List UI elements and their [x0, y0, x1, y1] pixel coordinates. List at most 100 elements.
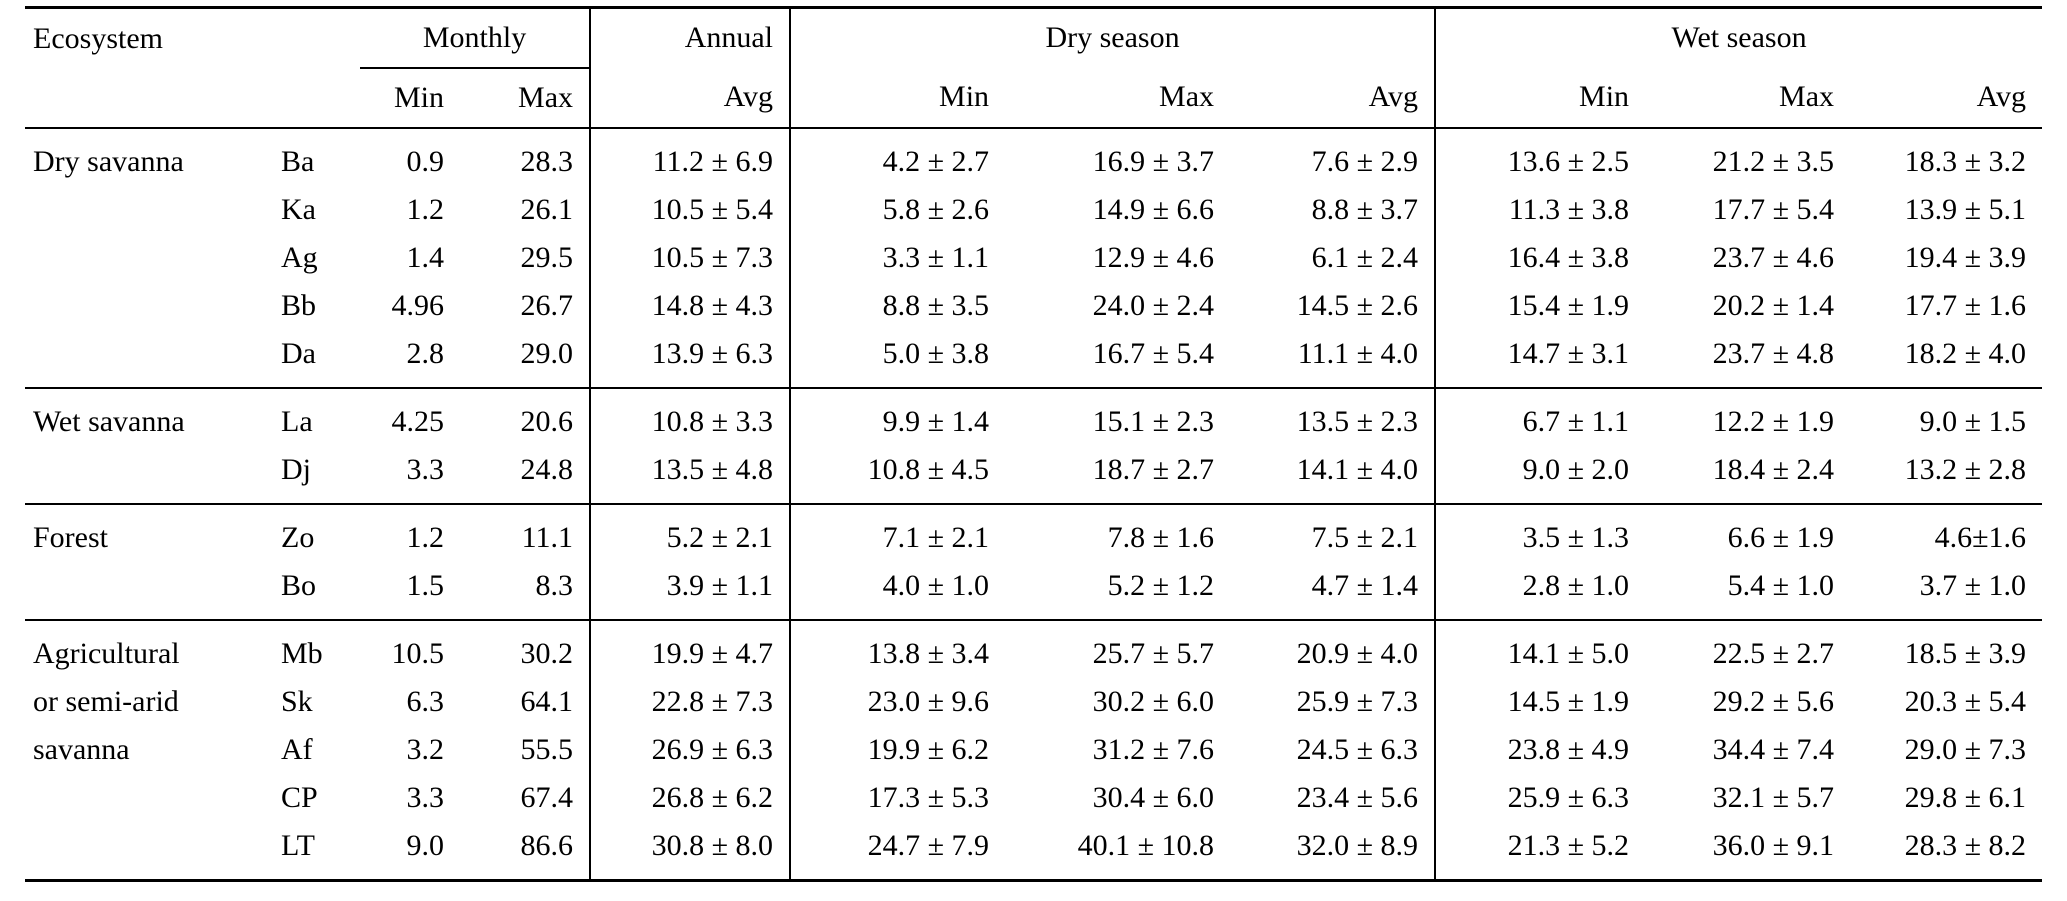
site-code-cell: Zo [281, 520, 315, 554]
value-cell: 4.0 ± 1.0 [882, 568, 990, 602]
value-cell: 23.4 ± 5.6 [1230, 773, 1437, 822]
value-cell: 13.5 ± 2.3 [1230, 387, 1437, 446]
subcol-header-wet-min: Min [1579, 80, 1630, 113]
col-group-dry-season: Dry season [790, 7, 1437, 68]
value-cell: 29.5 [460, 233, 592, 282]
value-cell: 15.1 ± 2.3 [1092, 404, 1215, 438]
value-cell: 21.2 ± 3.5 [1712, 144, 1835, 178]
value-cell: 13.6 ± 2.5 [1507, 144, 1630, 178]
value-cell: 4.96 [391, 288, 445, 322]
subcol-header-annual-avg: Avg [590, 67, 792, 128]
value-cell: 13.2 ± 2.8 [1904, 452, 2027, 486]
value-cell: 6.7 ± 1.1 [1522, 404, 1630, 438]
value-cell: 7.8 ± 1.6 [1107, 520, 1215, 554]
value-cell: 25.9 ± 6.3 [1507, 780, 1630, 814]
table-row: Bo 1.5 8.3 3.9 ± 1.1 4.0 ± 1.0 5.2 ± 1.2 4.7 ±… [25, 561, 2042, 620]
value-cell: 10.5 ± 5.4 [590, 185, 792, 234]
value-cell: 13.9 ± 6.3 [590, 329, 792, 388]
table-row: Forest Zo 1.2 11.1 5.2 ± 2.1 7.1 ± 2.1 7.8 ± 1… [25, 503, 2042, 562]
value-cell: 12.2 ± 1.9 [1712, 404, 1835, 438]
value-cell: 3.2 [406, 732, 445, 766]
value-cell: 3.7 ± 1.0 [1919, 568, 2027, 602]
value-cell: 14.8 ± 4.3 [590, 281, 792, 330]
value-cell: 20.3 ± 5.4 [1904, 684, 2027, 718]
value-cell: 20.6 [460, 387, 592, 446]
value-cell: 24.8 [460, 445, 592, 504]
value-cell: 28.3 ± 8.2 [1904, 828, 2027, 862]
subcol-header-dry-avg: Avg [1230, 67, 1437, 128]
table-row: Wet savanna La 4.25 20.6 10.8 ± 3.3 9.9 ± 1.4… [25, 387, 2042, 446]
value-cell: 29.0 [460, 329, 592, 388]
value-cell: 10.8 ± 4.5 [867, 452, 990, 486]
value-cell: 6.1 ± 2.4 [1230, 233, 1437, 282]
value-cell: 11.2 ± 6.9 [590, 127, 792, 186]
value-cell: 11.1 ± 4.0 [1230, 329, 1437, 388]
subcol-header-monthly-max: Max [460, 67, 592, 128]
value-cell: 26.7 [460, 281, 592, 330]
table-row: Dry savanna Ba 0.9 28.3 11.2 ± 6.9 4.2 ± 2.7 1… [25, 127, 2042, 186]
value-cell: 30.8 ± 8.0 [590, 821, 792, 880]
value-cell: 14.1 ± 4.0 [1230, 445, 1437, 504]
value-cell: 3.3 ± 1.1 [882, 240, 990, 274]
value-cell: 16.7 ± 5.4 [1092, 336, 1215, 370]
value-cell: 15.4 ± 1.9 [1507, 288, 1630, 322]
value-cell: 22.8 ± 7.3 [590, 677, 792, 726]
value-cell: 34.4 ± 7.4 [1712, 732, 1835, 766]
value-cell: 10.5 ± 7.3 [590, 233, 792, 282]
table-row: CP 3.3 67.4 26.8 ± 6.2 17.3 ± 5.3 30.4 ± 6.0 2… [25, 773, 2042, 822]
value-cell: 29.2 ± 5.6 [1712, 684, 1835, 718]
table-row: Da 2.8 29.0 13.9 ± 6.3 5.0 ± 3.8 16.7 ± 5.4 11… [25, 329, 2042, 388]
value-cell: 6.3 [406, 684, 445, 718]
value-cell: 2.8 [406, 336, 445, 370]
group-name: Wet savanna [33, 404, 185, 438]
value-cell: 2.8 ± 1.0 [1522, 568, 1630, 602]
ecosystem-group: Wet savanna La 4.25 20.6 10.8 ± 3.3 9.9 ± 1.4… [25, 387, 2043, 504]
value-cell: 31.2 ± 7.6 [1092, 732, 1215, 766]
value-cell: 14.9 ± 6.6 [1092, 192, 1215, 226]
site-code-cell: LT [281, 828, 315, 862]
value-cell: 9.0 [406, 828, 445, 862]
value-cell: 20.9 ± 4.0 [1230, 619, 1437, 678]
value-cell: 4.7 ± 1.4 [1230, 561, 1437, 620]
value-cell: 25.7 ± 5.7 [1092, 636, 1215, 670]
value-cell: 18.2 ± 4.0 [1904, 336, 2027, 370]
value-cell: 6.6 ± 1.9 [1727, 520, 1835, 554]
group-name-cell: Agricultural or semi-arid savanna [25, 620, 275, 881]
value-cell: 20.2 ± 1.4 [1712, 288, 1835, 322]
value-cell: 17.7 ± 1.6 [1904, 288, 2027, 322]
subcol-header-wet-avg: Avg [1976, 80, 2027, 113]
value-cell: 11.3 ± 3.8 [1508, 192, 1630, 226]
value-cell: 24.0 ± 2.4 [1092, 288, 1215, 322]
value-cell: 19.9 ± 6.2 [867, 732, 990, 766]
group-name: Forest [33, 520, 108, 554]
value-cell: 9.0 ± 1.5 [1919, 404, 2027, 438]
table-row: LT 9.0 86.6 30.8 ± 8.0 24.7 ± 7.9 40.1 ± 10.8… [25, 821, 2042, 880]
site-code-cell: Af [281, 732, 313, 766]
value-cell: 12.9 ± 4.6 [1092, 240, 1215, 274]
value-cell: 5.8 ± 2.6 [882, 192, 990, 226]
site-code-cell: Ba [281, 144, 315, 178]
value-cell: 8.8 ± 3.7 [1230, 185, 1437, 234]
value-cell: 10.5 [391, 636, 445, 670]
value-cell: 13.8 ± 3.4 [867, 636, 990, 670]
value-cell: 5.0 ± 3.8 [882, 336, 990, 370]
table-row: Bb 4.96 26.7 14.8 ± 4.3 8.8 ± 3.5 24.0 ± 2.4 1… [25, 281, 2042, 330]
value-cell: 28.3 [460, 127, 592, 186]
table-row: Agricultural or semi-arid savanna Mb 10.5 3… [25, 619, 2042, 766]
value-cell: 64.1 [460, 677, 592, 726]
value-cell: 32.1 ± 5.7 [1712, 780, 1835, 814]
value-cell: 40.1 ± 10.8 [1077, 828, 1215, 862]
value-cell: 29.8 ± 6.1 [1904, 780, 2027, 814]
value-cell: 55.5 [460, 725, 592, 774]
value-cell: 1.2 [406, 192, 445, 226]
value-cell: 23.0 ± 9.6 [867, 684, 990, 718]
value-cell: 3.9 ± 1.1 [590, 561, 792, 620]
value-cell: 3.3 [406, 780, 445, 814]
value-cell: 8.8 ± 3.5 [882, 288, 990, 322]
site-code-cell: Da [281, 336, 316, 370]
group-name-cell: Dry savanna [25, 128, 275, 388]
value-cell: 14.7 ± 3.1 [1507, 336, 1630, 370]
subcol-header-dry-max: Max [1159, 80, 1215, 113]
site-code-cell: Mb [281, 636, 323, 670]
value-cell: 13.9 ± 5.1 [1904, 192, 2027, 226]
